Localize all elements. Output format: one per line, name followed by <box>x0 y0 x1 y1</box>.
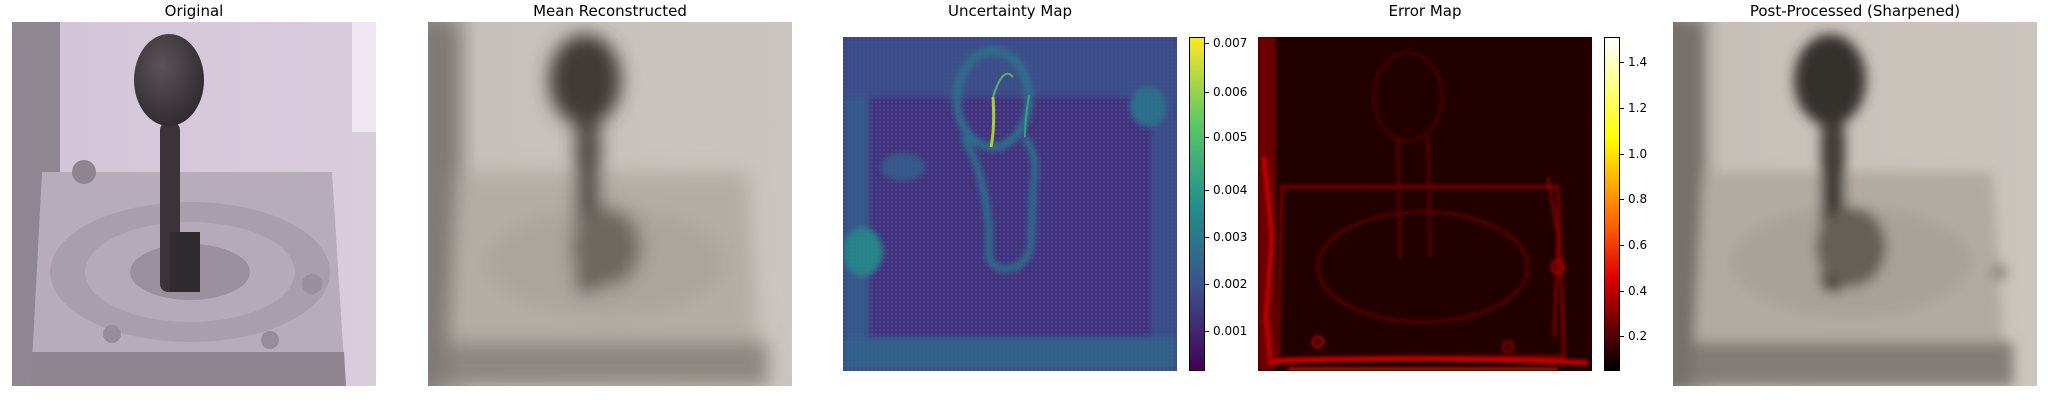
uncertainty-tick: 0.006 <box>1213 85 1248 99</box>
mean-reconstructed-image <box>428 22 792 386</box>
uncertainty-tick: 0.005 <box>1213 130 1248 144</box>
uncertainty-tick: 0.002 <box>1213 277 1248 291</box>
title-mean-reconstructed: Mean Reconstructed <box>533 2 687 20</box>
title-post-processed: Post-Processed (Sharpened) <box>1749 2 1961 20</box>
uncertainty-colorbar <box>1189 37 1205 371</box>
uncertainty-tick: 0.003 <box>1213 230 1248 244</box>
error-tick: 1.4 <box>1628 55 1648 69</box>
error-tick: 1.2 <box>1628 101 1648 115</box>
error-colorbar <box>1604 37 1620 371</box>
error-tick: 0.6 <box>1628 238 1648 252</box>
title-error-map: Error Map <box>1388 2 1462 20</box>
error-heatmap <box>1258 37 1592 371</box>
title-original: Original <box>164 2 224 20</box>
error-tick: 0.2 <box>1628 329 1648 343</box>
uncertainty-tick: 0.001 <box>1213 324 1248 338</box>
uncertainty-tick: 0.007 <box>1213 36 1248 50</box>
error-tick: 0.4 <box>1628 284 1648 298</box>
title-uncertainty-map: Uncertainty Map <box>947 2 1073 20</box>
uncertainty-heatmap <box>843 37 1177 371</box>
error-tick: 1.0 <box>1628 147 1648 161</box>
error-tick: 0.8 <box>1628 192 1648 206</box>
uncertainty-tick: 0.004 <box>1213 183 1248 197</box>
original-image <box>12 22 376 386</box>
post-processed-image <box>1673 22 2037 386</box>
